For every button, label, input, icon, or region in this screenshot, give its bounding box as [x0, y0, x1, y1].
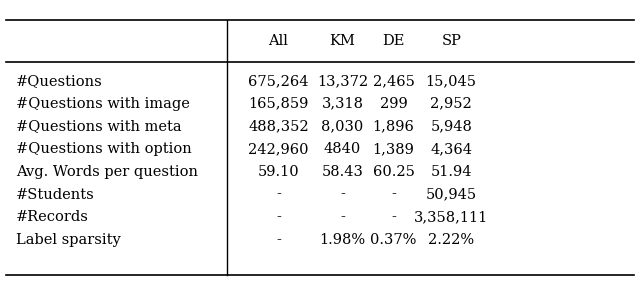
Text: 3,318: 3,318 — [321, 97, 364, 111]
Text: -: - — [276, 210, 281, 224]
Text: 3,358,111: 3,358,111 — [414, 210, 488, 224]
Text: -: - — [391, 210, 396, 224]
Text: 8,030: 8,030 — [321, 119, 364, 133]
Text: #Students: #Students — [16, 187, 95, 202]
Text: 299: 299 — [380, 97, 408, 111]
Text: 1,896: 1,896 — [372, 119, 415, 133]
Text: KM: KM — [330, 34, 355, 48]
Text: 488,352: 488,352 — [248, 119, 308, 133]
Text: Avg. Words per question: Avg. Words per question — [16, 165, 198, 179]
Text: 5,948: 5,948 — [430, 119, 472, 133]
Text: 4,364: 4,364 — [430, 142, 472, 156]
Text: #Questions with image: #Questions with image — [16, 97, 190, 111]
Text: 15,045: 15,045 — [426, 74, 477, 88]
Text: -: - — [340, 187, 345, 202]
Text: 51.94: 51.94 — [431, 165, 472, 179]
Text: SP: SP — [441, 34, 461, 48]
Text: 1.98%: 1.98% — [319, 233, 365, 247]
Text: 0.37%: 0.37% — [371, 233, 417, 247]
Text: 242,960: 242,960 — [248, 142, 308, 156]
Text: #Questions: #Questions — [16, 74, 103, 88]
Text: DE: DE — [383, 34, 404, 48]
Text: 675,264: 675,264 — [248, 74, 308, 88]
Text: -: - — [276, 233, 281, 247]
Text: 165,859: 165,859 — [248, 97, 308, 111]
Text: 59.10: 59.10 — [257, 165, 300, 179]
Text: 50,945: 50,945 — [426, 187, 477, 202]
Text: 2,465: 2,465 — [372, 74, 415, 88]
Text: Label sparsity: Label sparsity — [16, 233, 121, 247]
Text: -: - — [391, 187, 396, 202]
Text: 2,952: 2,952 — [430, 97, 472, 111]
Text: All: All — [268, 34, 289, 48]
Text: 4840: 4840 — [324, 142, 361, 156]
Text: 60.25: 60.25 — [372, 165, 415, 179]
Text: 1,389: 1,389 — [372, 142, 415, 156]
Text: #Questions with meta: #Questions with meta — [16, 119, 182, 133]
Text: -: - — [340, 210, 345, 224]
Text: -: - — [276, 187, 281, 202]
Text: 2.22%: 2.22% — [428, 233, 474, 247]
Text: #Records: #Records — [16, 210, 89, 224]
Text: #Questions with option: #Questions with option — [16, 142, 192, 156]
Text: 58.43: 58.43 — [321, 165, 364, 179]
Text: 13,372: 13,372 — [317, 74, 368, 88]
